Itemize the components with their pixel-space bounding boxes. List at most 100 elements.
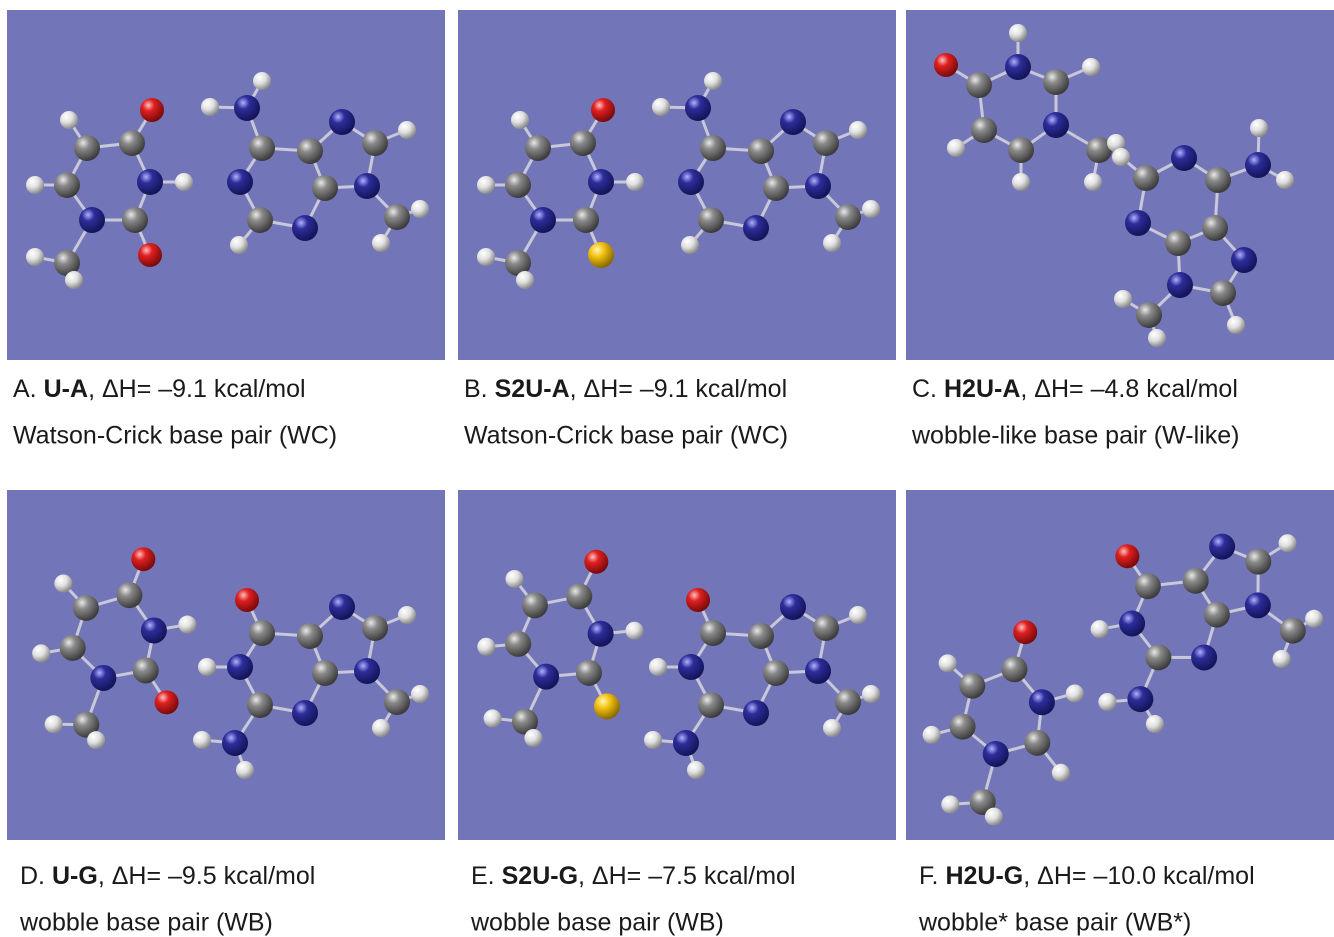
atom xyxy=(533,664,559,690)
atom xyxy=(1082,58,1100,76)
atom xyxy=(329,109,355,135)
atom xyxy=(198,658,216,676)
atom xyxy=(625,622,643,640)
atom xyxy=(823,719,841,737)
atom xyxy=(138,243,162,267)
atom xyxy=(398,121,416,139)
caption-description: wobble base pair (WB) xyxy=(470,909,724,937)
atom xyxy=(87,731,105,749)
enthalpy: , ΔH= –4.8 kcal/mol xyxy=(1020,375,1237,403)
caption-title: A.U-A, ΔH= –9.1 kcal/mol xyxy=(13,375,306,403)
caption-description: Watson-Crick base pair (WC) xyxy=(464,422,788,450)
atom xyxy=(686,588,710,612)
atom xyxy=(570,130,596,156)
atom xyxy=(140,98,164,122)
pair-name: U-A xyxy=(44,375,88,403)
pair-name: H2U-G xyxy=(945,862,1023,890)
atom xyxy=(1001,656,1027,682)
atom xyxy=(780,594,806,620)
atom xyxy=(1043,69,1069,95)
atom xyxy=(141,617,167,643)
atom xyxy=(966,72,992,98)
figure: A.U-A, ΔH= –9.1 kcal/mol Watson-Crick bas… xyxy=(0,0,1334,937)
atom xyxy=(1245,152,1271,178)
atom xyxy=(862,685,880,703)
atom xyxy=(678,654,704,680)
atom xyxy=(1146,715,1164,733)
atom xyxy=(681,236,699,254)
atom xyxy=(253,72,271,90)
atom xyxy=(813,130,839,156)
enthalpy: , ΔH= –9.1 kcal/mol xyxy=(88,375,305,403)
atom xyxy=(1029,689,1055,715)
atom xyxy=(1205,167,1231,193)
atom xyxy=(484,709,502,727)
panel xyxy=(7,10,445,360)
atom xyxy=(354,173,380,199)
atom xyxy=(1202,215,1228,241)
atom xyxy=(1127,686,1153,712)
atom xyxy=(835,689,861,715)
atom xyxy=(698,207,724,233)
atom xyxy=(1125,210,1151,236)
atom xyxy=(862,200,880,218)
atom xyxy=(1209,534,1235,560)
atom xyxy=(805,173,831,199)
atom xyxy=(1165,230,1191,256)
atom xyxy=(230,236,248,254)
caption-description: wobble-like base pair (W-like) xyxy=(911,422,1239,450)
atom xyxy=(1305,610,1323,628)
atom xyxy=(1091,620,1109,638)
atom xyxy=(1245,592,1271,618)
atom xyxy=(1084,173,1102,191)
pair-name: S2U-G xyxy=(502,862,578,890)
atom xyxy=(588,621,614,647)
atom xyxy=(372,719,390,737)
atom xyxy=(516,271,534,289)
atom xyxy=(780,109,806,135)
atom xyxy=(939,654,957,672)
atom xyxy=(329,594,355,620)
atom xyxy=(835,204,861,230)
atom xyxy=(673,730,699,756)
atom xyxy=(573,207,599,233)
atom xyxy=(155,690,179,714)
atom xyxy=(763,660,789,686)
atom xyxy=(649,658,667,676)
atom xyxy=(362,130,388,156)
pair-name: S2U-A xyxy=(495,375,570,403)
atom xyxy=(1280,618,1306,644)
atom xyxy=(923,726,941,744)
atom xyxy=(297,623,323,649)
atom xyxy=(763,175,789,201)
atom xyxy=(1009,24,1027,42)
atom xyxy=(26,176,44,194)
atom xyxy=(60,111,78,129)
atom xyxy=(137,169,163,195)
atom xyxy=(73,595,99,621)
caption-description: wobble* base pair (WB*) xyxy=(918,909,1191,937)
atom xyxy=(685,95,711,121)
atom xyxy=(644,731,662,749)
atom xyxy=(947,139,965,157)
atom xyxy=(505,570,523,588)
atom xyxy=(354,658,380,684)
atom xyxy=(1005,54,1031,80)
atom xyxy=(849,606,867,624)
atom xyxy=(743,215,769,241)
atom xyxy=(591,98,615,122)
panel-label: C. xyxy=(912,375,937,403)
atom xyxy=(687,761,705,779)
panel-label: E. xyxy=(471,862,495,890)
atom xyxy=(522,592,548,618)
atom xyxy=(1145,644,1171,670)
atom xyxy=(505,631,531,657)
atom xyxy=(700,135,726,161)
pair-name: U-G xyxy=(52,862,98,890)
atom xyxy=(1276,171,1294,189)
atom xyxy=(178,616,196,634)
atom xyxy=(175,173,193,191)
atom xyxy=(959,673,985,699)
atom xyxy=(1210,280,1236,306)
atom xyxy=(505,172,531,198)
